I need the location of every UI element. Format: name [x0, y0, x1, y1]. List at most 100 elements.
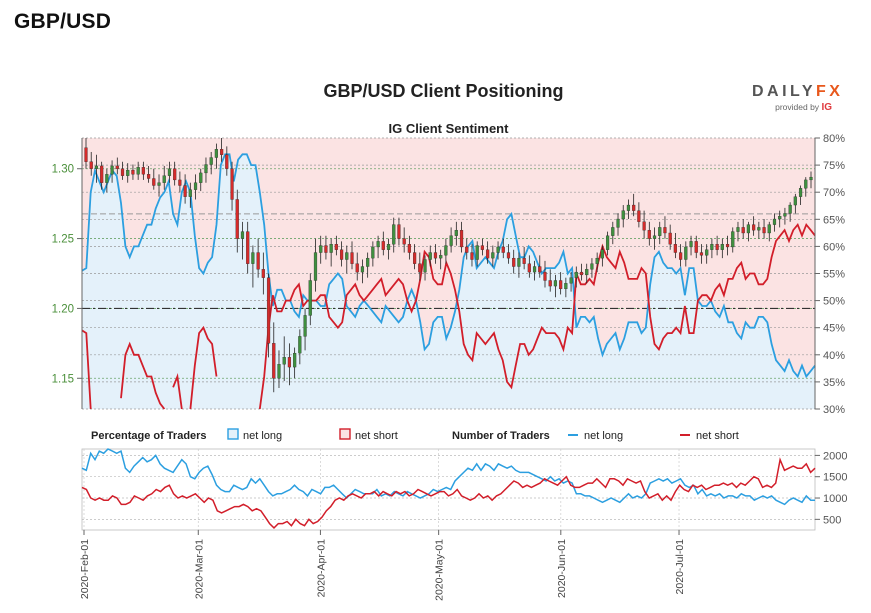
candle-body	[272, 343, 276, 379]
candle-body	[559, 280, 563, 290]
candle-body	[345, 252, 349, 260]
candle-body	[84, 147, 88, 162]
dailyfx-logo: DAILYFX provided by IG	[752, 83, 840, 119]
candle-body	[454, 230, 458, 236]
candle-body	[532, 266, 537, 273]
candle-body	[480, 245, 484, 250]
candle-body	[762, 227, 766, 234]
legend-pct-title: Percentage of Traders	[91, 430, 207, 442]
candle-body	[746, 224, 750, 234]
candle-body	[668, 232, 672, 245]
right-tick-label: 40%	[823, 350, 845, 362]
candle-body	[626, 204, 631, 211]
candle-body	[632, 204, 636, 211]
candle-body	[647, 230, 651, 239]
candle-body	[522, 257, 526, 264]
candle-body	[355, 263, 359, 273]
candle-body	[329, 244, 333, 253]
right-tick-label: 45%	[823, 323, 845, 335]
net-short-line	[81, 222, 816, 410]
candle-body	[89, 161, 93, 169]
candle-body	[251, 252, 255, 264]
candle-body	[413, 252, 417, 264]
candle-body	[506, 252, 511, 259]
candle-body	[731, 231, 735, 248]
legend-num-long: net long	[584, 430, 623, 442]
right-tick-label: 70%	[823, 187, 845, 199]
x-tick-label: 2020-Feb-01	[79, 539, 91, 599]
candle-body	[444, 245, 448, 256]
candle-body	[772, 218, 777, 225]
candle-body	[574, 271, 578, 278]
chart-title: GBP/USD Client Positioning	[323, 81, 564, 101]
candle-body	[324, 245, 328, 253]
candle-body	[392, 224, 396, 245]
candle-body	[178, 179, 182, 186]
candle-body	[407, 244, 411, 253]
legend-pct-short-swatch	[339, 428, 351, 440]
candle-body	[303, 315, 307, 337]
candle-body	[757, 227, 761, 231]
x-tick-label: 2020-Jul-01	[674, 539, 686, 595]
left-tick-label: 1.30	[52, 164, 74, 176]
candle-body	[230, 168, 234, 200]
candle-body	[214, 149, 218, 158]
right-tick-label: 50%	[823, 296, 845, 308]
x-tick-label: 2020-Apr-01	[315, 539, 327, 598]
candle-body	[788, 204, 792, 214]
legend-pct-long: net long	[243, 430, 282, 442]
candle-body	[579, 271, 584, 276]
logo-brand-daily: DAILY	[752, 83, 817, 100]
candle-body	[433, 252, 438, 259]
candle-body	[334, 244, 338, 250]
candle-body	[621, 210, 625, 220]
candle-body	[673, 244, 677, 253]
candle-body	[167, 168, 172, 176]
candle-body	[339, 249, 344, 260]
candle-body	[470, 252, 474, 260]
candle-body	[376, 241, 380, 248]
candle-body	[798, 188, 803, 197]
candle-body	[486, 249, 490, 259]
candle-body	[465, 246, 469, 253]
candle-body	[804, 179, 808, 189]
candle-body	[663, 227, 667, 234]
candle-body	[679, 252, 683, 260]
candle-body	[110, 165, 114, 175]
candle-body	[439, 255, 443, 259]
candle-body	[94, 165, 99, 169]
candle-body	[720, 244, 724, 250]
candle-body	[600, 249, 604, 259]
x-tick-label: 2020-Jun-01	[556, 539, 568, 598]
candle-body	[585, 269, 589, 276]
bottom-right-tick-label: 500	[823, 514, 841, 526]
candle-body	[595, 257, 599, 264]
candle-body	[459, 230, 464, 248]
candle-body	[157, 182, 161, 186]
candle-body	[366, 257, 370, 267]
candle-body	[767, 224, 771, 234]
candle-body	[705, 249, 709, 256]
candle-body	[261, 269, 265, 278]
candle-body	[642, 221, 646, 231]
candle-body	[105, 174, 109, 183]
left-tick-label: 1.20	[52, 303, 74, 315]
traders-short-line	[81, 457, 816, 529]
net-long-area	[82, 154, 815, 409]
candle-body	[616, 218, 620, 228]
candle-body	[209, 157, 213, 165]
page-title: GBP/USD	[14, 10, 112, 33]
candle-body	[418, 263, 422, 273]
legend-pct-long-swatch	[227, 428, 239, 440]
left-tick-label: 1.15	[52, 373, 74, 385]
candle-body	[100, 165, 104, 183]
candle-body	[381, 241, 385, 250]
candle-body	[313, 252, 318, 281]
candle-body	[725, 244, 730, 248]
candle-body	[428, 252, 432, 260]
right-tick-label: 80%	[823, 133, 845, 145]
candle-body	[699, 252, 704, 256]
candle-body	[658, 227, 662, 236]
candle-body	[605, 235, 610, 250]
x-tick-label: 2020-Mar-01	[193, 539, 205, 599]
